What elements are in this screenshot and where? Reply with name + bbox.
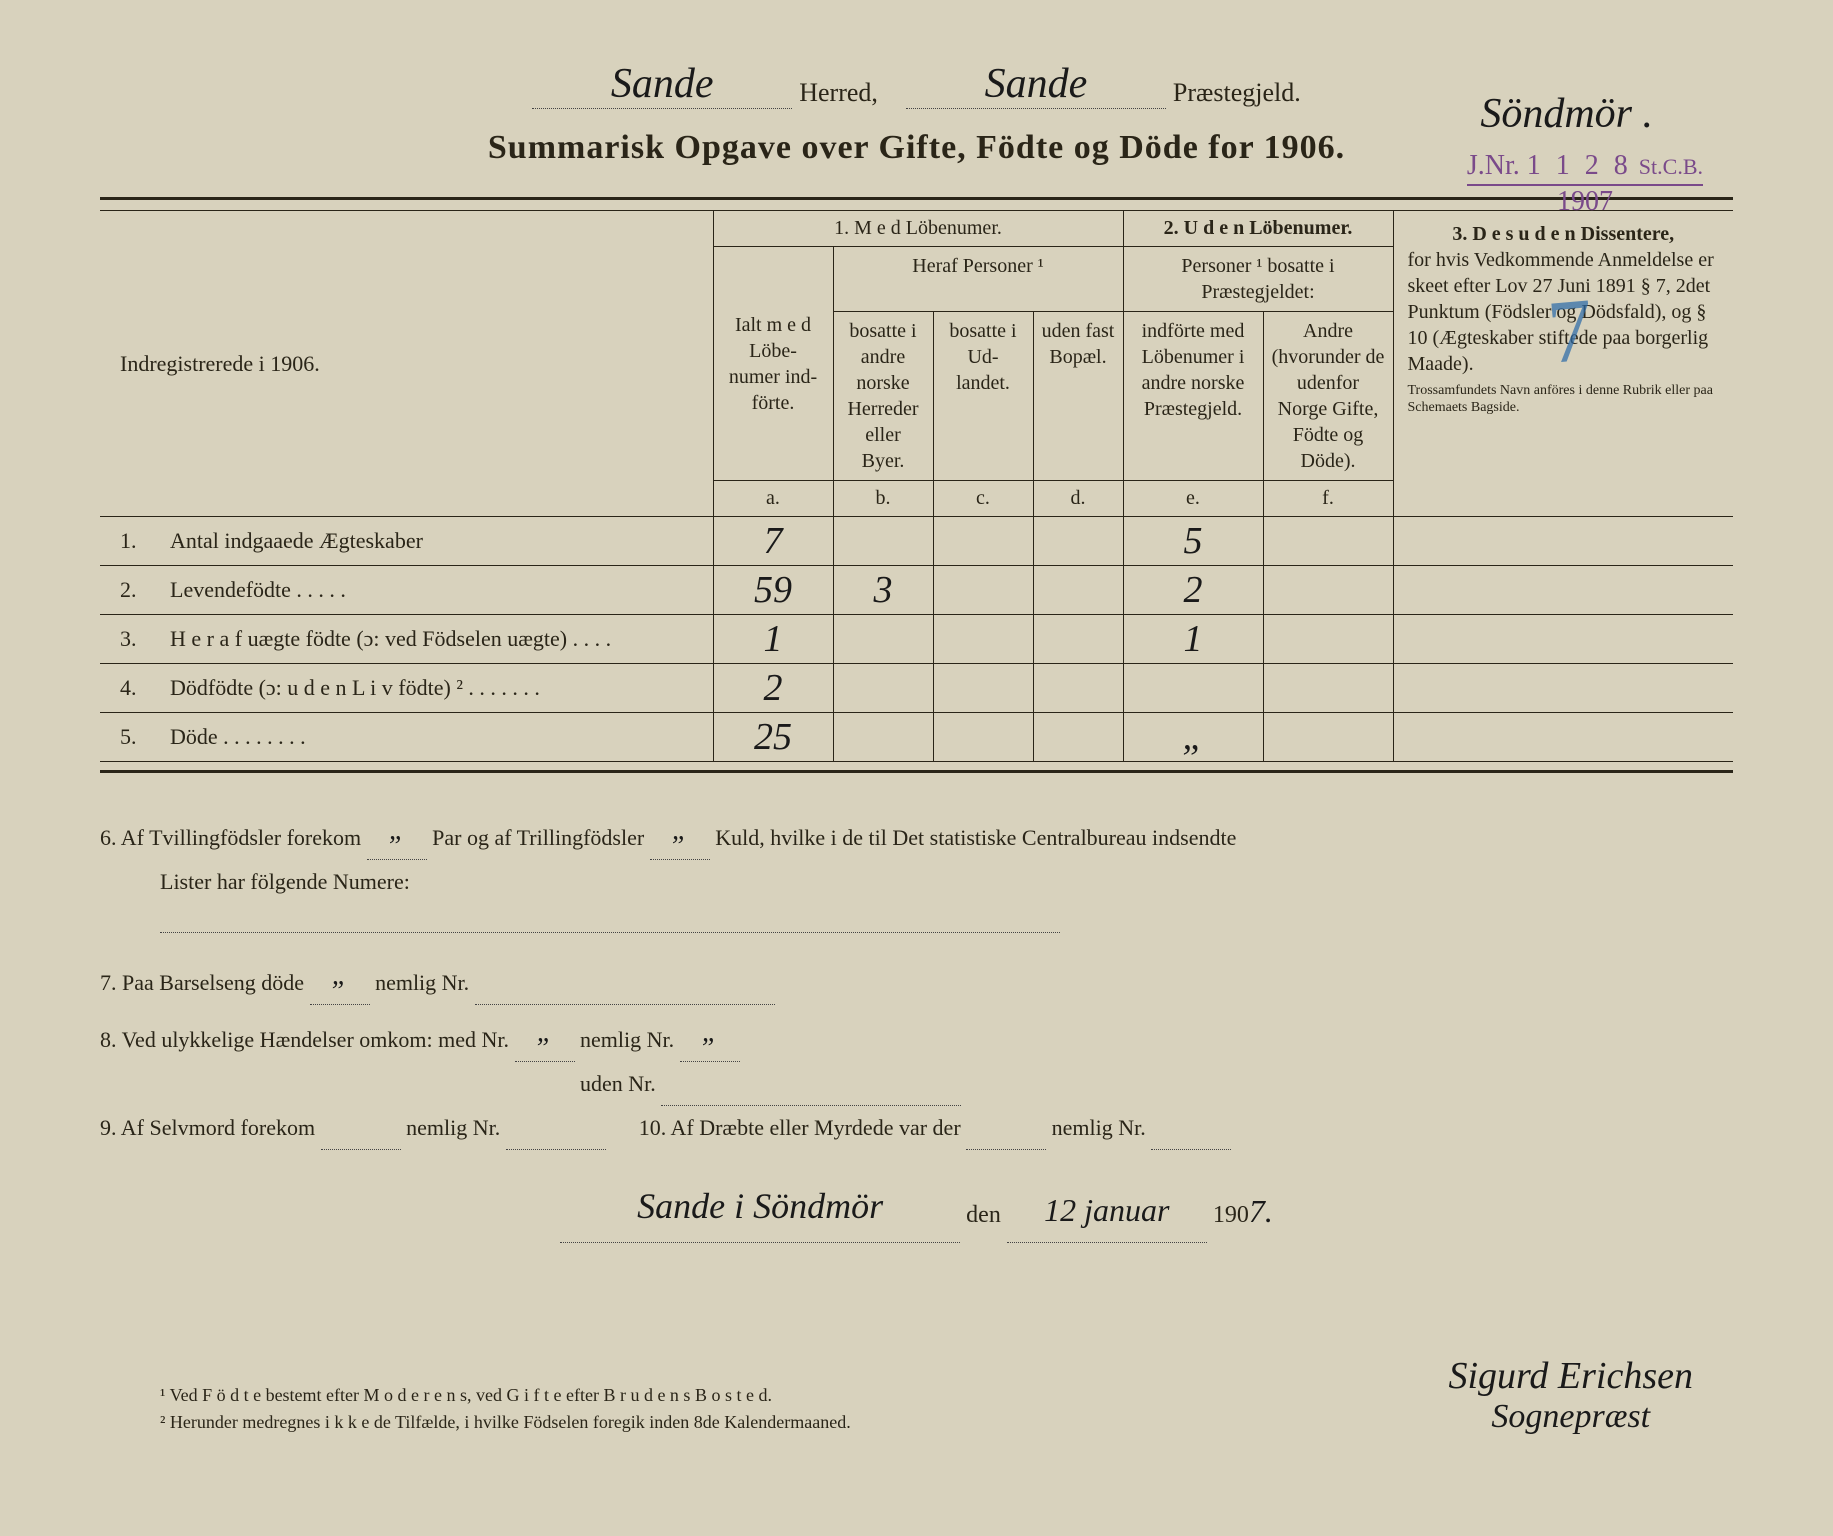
region-annotation: Söndmör . — [1480, 90, 1653, 138]
line-8b: uden Nr. — [100, 1062, 1733, 1106]
line-6: 6. Af Tvillingfödsler forekom „ Par og a… — [100, 803, 1733, 860]
col-b-header: bosatte i andre norske Herreder eller By… — [833, 312, 933, 481]
signature-name: Sigurd Erichsen — [1448, 1354, 1693, 1398]
col-letter-e: e. — [1123, 481, 1263, 517]
col-c-header: bosatte i Ud- landet. — [933, 312, 1033, 481]
den-label: den — [966, 1202, 1001, 1228]
stcb-label: St.C.B. — [1639, 154, 1703, 179]
heraf-header: Heraf Personer ¹ — [833, 247, 1123, 312]
praestegjeld-value: Sande — [906, 60, 1166, 109]
herred-value: Sande — [532, 60, 792, 109]
line-9-10: 9. Af Selvmord forekom nemlig Nr. 10. Af… — [100, 1106, 1733, 1150]
footnote-1: ¹ Ved F ö d t e bestemt efter M o d e r … — [160, 1382, 851, 1409]
group2-sub: Personer ¹ bosatte i Præstegjeldet: — [1123, 247, 1393, 312]
col-e-header: indförte med Löbenumer i andre norske Pr… — [1123, 312, 1263, 481]
stamp-year: 1907 — [1467, 186, 1703, 218]
table-row: 4.Dödfödte (ɔ: u d e n L i v födte) ² . … — [100, 664, 1733, 713]
line-6b: Lister har fölgende Numere: — [100, 860, 1733, 904]
col-letter-c: c. — [933, 481, 1033, 517]
table-row: 1.Antal indgaaede Ægteskaber75 — [100, 517, 1733, 566]
col-f-header: Andre (hvorunder de udenfor Norge Gifte,… — [1263, 312, 1393, 481]
journal-stamp: J.Nr. 1 1 2 8 St.C.B. 1907 — [1467, 150, 1703, 218]
table-row: 5.Döde . . . . . . . .25„ — [100, 713, 1733, 762]
praestegjeld-label: Præstegjeld. — [1173, 78, 1301, 107]
jnr-value: 1 1 2 8 — [1527, 150, 1632, 181]
line-7: 7. Paa Barselseng döde „ nemlig Nr. — [100, 948, 1733, 1005]
signature-block: Sande i Söndmör den 12 januar 1907. — [100, 1170, 1733, 1243]
table-row: 2.Levendefödte . . . . .5932 — [100, 566, 1733, 615]
col-letter-b: b. — [833, 481, 933, 517]
herred-label: Herred, — [799, 78, 878, 107]
footnotes: ¹ Ved F ö d t e bestemt efter M o d e r … — [160, 1382, 851, 1436]
group2-header: 2. U d e n Löbenumer. — [1123, 211, 1393, 247]
lower-section: 6. Af Tvillingfödsler forekom „ Par og a… — [100, 803, 1733, 1243]
mid-rule — [100, 770, 1733, 773]
col-letter-a: a. — [713, 481, 833, 517]
line-8: 8. Ved ulykkelige Hændelser omkom: med N… — [100, 1005, 1733, 1062]
left-header: Indregistrerede i 1906. — [100, 211, 713, 517]
footnote-2: ² Herunder medregnes i k k e de Tilfælde… — [160, 1409, 851, 1436]
year-last: 7. — [1249, 1193, 1273, 1229]
sig-date: 12 januar — [1007, 1178, 1207, 1243]
line-6c — [100, 904, 1733, 948]
col-letter-f: f. — [1263, 481, 1393, 517]
document-page: Söndmör . Sande Herred, Sande Præstegjel… — [60, 40, 1773, 1496]
table-row: 3.H e r a f uægte födte (ɔ: ved Födselen… — [100, 615, 1733, 664]
col-d-header: uden fast Bopæl. — [1033, 312, 1123, 481]
col-letter-d: d. — [1033, 481, 1123, 517]
main-table: Indregistrerede i 1906. 1. M e d Löbenum… — [100, 210, 1733, 762]
year-prefix: 190 — [1213, 1202, 1249, 1228]
jnr-label: J.Nr. — [1467, 150, 1520, 181]
group1-header: 1. M e d Löbenumer. — [713, 211, 1123, 247]
col-a-header: Ialt m e d Löbe- numer ind- förte. — [713, 247, 833, 481]
blue-pencil-mark: 7 — [1544, 278, 1598, 385]
signature-right: Sigurd Erichsen Sognepræst — [1448, 1354, 1693, 1436]
sig-place: Sande i Söndmör — [560, 1170, 960, 1243]
signature-title: Sognepræst — [1448, 1398, 1693, 1436]
